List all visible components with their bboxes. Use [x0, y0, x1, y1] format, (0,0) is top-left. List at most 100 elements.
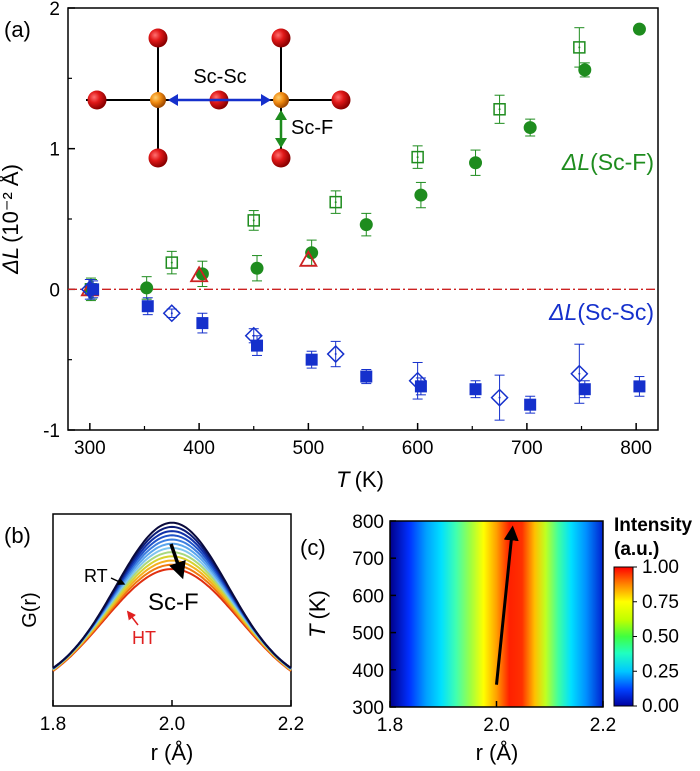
scsc-arrowhead-left — [168, 94, 178, 106]
scsc-square-point — [633, 380, 646, 393]
y-axis-label-a-unit: (10⁻² Å) — [0, 164, 23, 243]
y-tick-label-c: 500 — [352, 624, 384, 645]
y-tick-label-c: 600 — [352, 586, 384, 607]
scf-circle-point — [250, 261, 264, 275]
scf-peak-label: Sc-F — [148, 589, 199, 616]
y-axis-label-a: ΔL (10⁻² Å) — [0, 164, 23, 275]
scf-series-label: ΔL(Sc-F) — [561, 149, 654, 175]
fluorine-atom — [331, 90, 351, 110]
scf-arrowhead-bottom — [275, 138, 287, 148]
y-axis-label-b: G(r) — [19, 592, 41, 628]
scf-open-square-point — [165, 256, 179, 269]
x-axis-label-a: T (K) — [336, 467, 384, 492]
structure-inset: Sc-Sc Sc-F — [86, 28, 351, 168]
point-center-dot — [252, 334, 255, 337]
panel-c: (c) 1.8 2.0 2.2 300 400 500 600 700 800 T (K) r (… — [300, 512, 693, 765]
x-axis-label-a-sym: T — [336, 467, 351, 492]
y-axis-label-a-sym: ΔL — [0, 247, 23, 275]
x-tick-label-a: 400 — [183, 438, 215, 459]
plot-a-frame — [67, 7, 659, 431]
scsc-square-point — [196, 317, 209, 330]
x-tick-label-a: 500 — [293, 438, 325, 459]
fluorine-atom — [87, 90, 107, 110]
point-center-dot — [334, 201, 337, 204]
scf-open-square-point — [329, 195, 342, 209]
y-tick-label-c: 300 — [352, 698, 384, 719]
scf-circle-point — [140, 281, 154, 295]
y-tick-label-c: 400 — [352, 661, 384, 682]
scf-circle-point — [578, 63, 592, 77]
panel-c-label: (c) — [300, 535, 326, 560]
scf-open-square-point — [493, 103, 506, 116]
colorbar-ticks: 0.00 0.25 0.50 0.75 1.00 — [633, 557, 679, 717]
y-axis-label-c: T (K) — [305, 590, 330, 638]
scsc-open-diamond-point — [490, 388, 509, 407]
scsc-square-point — [360, 370, 373, 383]
scf-circle-point — [414, 188, 428, 202]
plot-a-axes: 300 400 500 600 700 800 -1 0 1 2 — [43, 0, 652, 459]
fluorine-atom — [148, 28, 168, 48]
scf-circle-point — [523, 121, 537, 135]
colorbar-tick-label: 0.00 — [642, 696, 679, 717]
x-axis-label-b: r (Å) — [151, 740, 194, 765]
scf-open-square-point — [411, 150, 424, 164]
inset-scsc-label: Sc-Sc — [193, 66, 246, 88]
gr-curve — [52, 521, 292, 669]
scsc-open-diamond-point — [80, 280, 99, 299]
ht-pointer-arrow — [126, 610, 139, 626]
scf-circle-point — [469, 156, 483, 170]
x-tick-label-b: 2.2 — [278, 714, 304, 735]
scsc-series-label-text: (Sc-Sc) — [577, 299, 654, 325]
panel-b: (b) 1.8 2.0 2.2 G(r) r (Å) RT HT Sc-F — [4, 513, 304, 765]
scf-open-square-point — [247, 214, 260, 227]
inset-scf-label: Sc-F — [291, 117, 333, 139]
scsc-open-diamond-point — [162, 304, 181, 323]
peak-trend-arrow — [169, 543, 186, 580]
scf-arrowhead-top — [275, 110, 287, 120]
y-tick-label-a: 1 — [49, 140, 60, 161]
x-tick-label-a: 700 — [511, 438, 543, 459]
scf-series-label-text: (Sc-F) — [590, 149, 654, 175]
x-tick-label-c: 2.0 — [483, 715, 509, 736]
y-tick-label-a: 2 — [49, 0, 60, 20]
panel-b-label: (b) — [4, 523, 31, 548]
fluorine-atom — [271, 28, 291, 48]
y-tick-label-c: 800 — [352, 512, 384, 533]
x-tick-label-c: 1.8 — [377, 715, 403, 736]
point-center-dot — [170, 312, 173, 315]
y-tick-label-a: -1 — [43, 421, 60, 442]
y-tick-label-a: 0 — [49, 280, 60, 301]
y-axis-label-c-sym: T — [305, 623, 330, 638]
x-tick-label-b: 1.8 — [40, 714, 66, 735]
colorbar-title-line2: (a.u.) — [614, 539, 659, 560]
scandium-atom — [273, 92, 289, 108]
point-center-dot — [578, 372, 581, 375]
colorbar — [613, 566, 634, 707]
fluorine-atom — [271, 148, 291, 168]
colorbar-tick-label: 0.50 — [642, 627, 679, 648]
fluorine-atom — [148, 148, 168, 168]
x-tick-label-a: 600 — [402, 438, 434, 459]
x-tick-label-c: 2.2 — [590, 715, 616, 736]
scf-open-square-point — [573, 41, 586, 54]
point-center-dot — [416, 156, 419, 159]
scf-circle-point — [632, 22, 646, 36]
scf-open-triangle-point — [298, 249, 318, 267]
scandium-atom — [150, 92, 166, 108]
point-center-dot — [578, 46, 581, 49]
scf-open-triangle-point — [189, 265, 209, 283]
peak-shift-arrow — [495, 525, 519, 685]
scf-series-label-sym: ΔL — [561, 149, 590, 175]
scsc-series-label: ΔL(Sc-Sc) — [548, 299, 654, 325]
scsc-square-point — [524, 398, 537, 411]
scsc-square-point — [141, 300, 154, 313]
y-axis-label-c-unit: (K) — [305, 590, 330, 619]
point-center-dot — [88, 288, 91, 291]
rt-label: RT — [84, 566, 108, 586]
scsc-open-diamond-point — [570, 364, 589, 383]
y-tick-label-c: 700 — [352, 549, 384, 570]
scsc-open-diamond-point — [326, 344, 345, 364]
scsc-square-point — [305, 353, 318, 366]
x-tick-label-b: 2.0 — [159, 714, 185, 735]
